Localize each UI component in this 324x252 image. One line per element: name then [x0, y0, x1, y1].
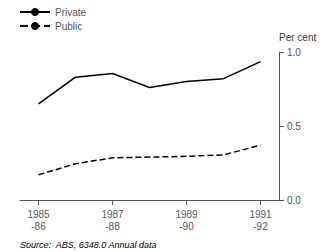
- svg-text:1.0: 1.0: [287, 47, 301, 58]
- svg-text:1985: 1985: [27, 209, 50, 220]
- svg-text:-92: -92: [253, 221, 268, 232]
- svg-text:-90: -90: [179, 221, 194, 232]
- svg-text:0.0: 0.0: [287, 195, 301, 206]
- svg-text:0.5: 0.5: [287, 121, 301, 132]
- svg-text:1989: 1989: [175, 209, 198, 220]
- svg-text:-86: -86: [31, 221, 46, 232]
- svg-text:Per cent: Per cent: [279, 32, 316, 43]
- svg-text:Public: Public: [55, 21, 82, 32]
- svg-text:Private: Private: [55, 7, 87, 18]
- svg-text:-88: -88: [105, 221, 120, 232]
- svg-text:Source: ABS, 6348.0 Annual da: Source: ABS, 6348.0 Annual data: [20, 240, 156, 250]
- svg-text:1991: 1991: [249, 209, 272, 220]
- svg-text:1987: 1987: [101, 209, 124, 220]
